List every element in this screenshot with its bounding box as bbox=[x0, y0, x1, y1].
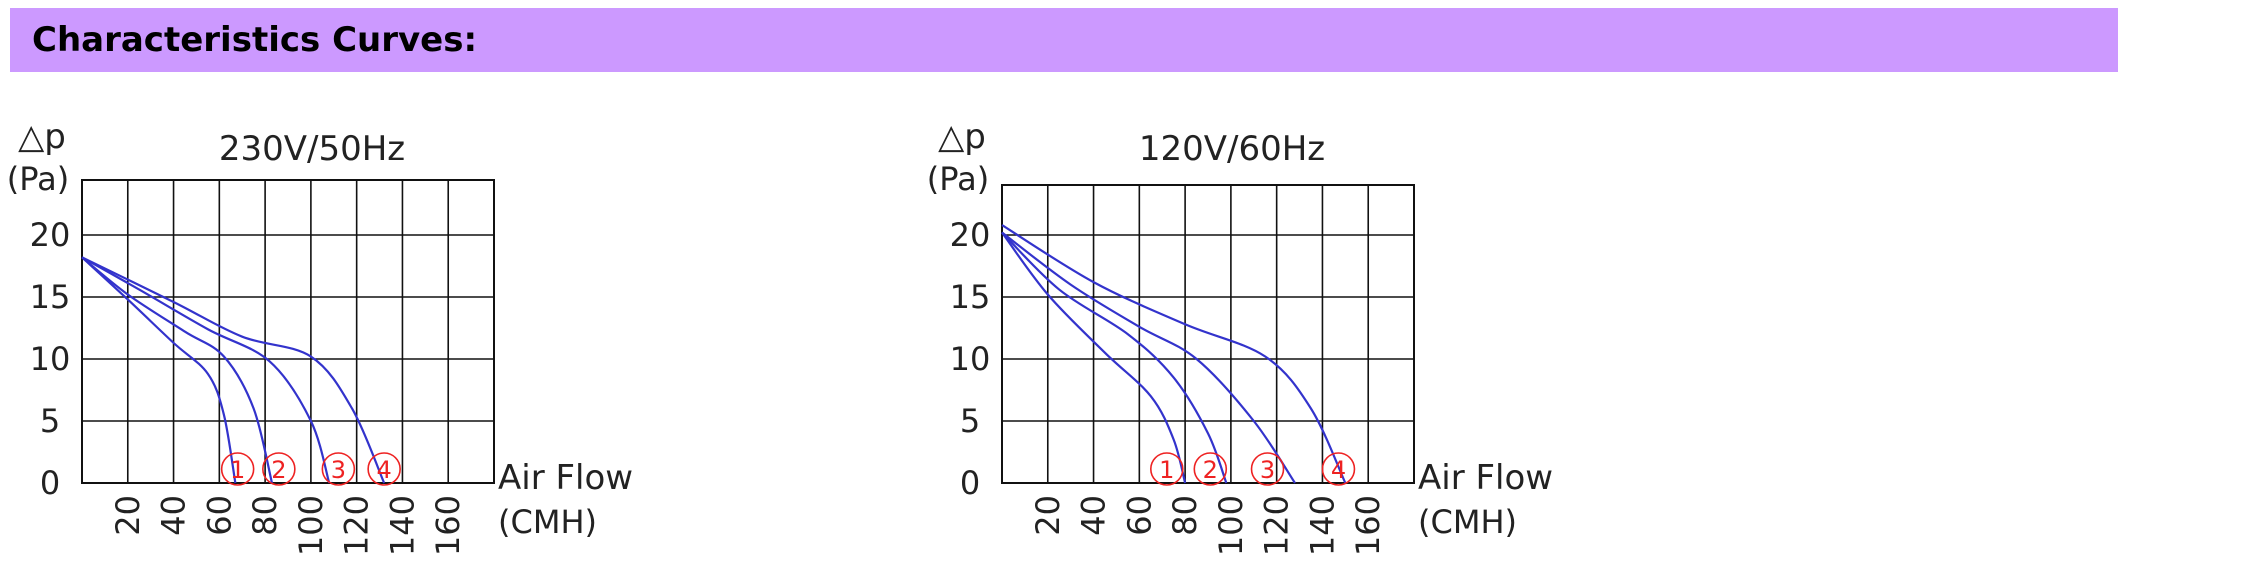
y-axis-unit: (Pa) bbox=[7, 160, 69, 198]
y-axis-symbol: △p bbox=[18, 117, 66, 157]
header-bar: Characteristics Curves: bbox=[10, 8, 2118, 72]
marker-circle-3 bbox=[1250, 452, 1285, 486]
x-tick-label: 80 bbox=[246, 495, 284, 536]
y-tick-label: 10 bbox=[30, 340, 71, 378]
x-axis-unit: (CMH) bbox=[498, 503, 597, 541]
marker-circle-4 bbox=[367, 452, 401, 486]
y-tick-label: 20 bbox=[950, 216, 991, 254]
curve-series-4 bbox=[81, 256, 386, 484]
marker-label-2: 2 bbox=[1203, 456, 1218, 484]
curve-series-4 bbox=[1001, 224, 1347, 484]
marker-circle-2 bbox=[1193, 452, 1228, 486]
y-tick-label: 5 bbox=[40, 402, 60, 440]
x-axis-label: Air Flow bbox=[1418, 458, 1553, 498]
marker-label-2: 2 bbox=[271, 456, 286, 484]
y-tick-label: 15 bbox=[30, 278, 71, 316]
x-tick-label: 160 bbox=[429, 495, 467, 556]
x-tick-label: 100 bbox=[292, 495, 330, 556]
y-tick-label: 0 bbox=[960, 464, 980, 502]
y-tick-label: 10 bbox=[950, 340, 991, 378]
x-tick-label: 60 bbox=[200, 495, 238, 536]
marker-circle-3 bbox=[321, 452, 356, 486]
x-tick-label: 40 bbox=[155, 495, 193, 536]
x-tick-label: 40 bbox=[1075, 495, 1113, 536]
y-tick-label: 20 bbox=[30, 216, 71, 254]
curve-series-3 bbox=[1001, 231, 1296, 484]
marker-label-4: 4 bbox=[1331, 456, 1346, 484]
y-tick-label: 5 bbox=[960, 402, 980, 440]
plot-frame bbox=[1001, 184, 1415, 484]
curve-series-1 bbox=[81, 256, 237, 484]
curve-series-2 bbox=[81, 256, 274, 484]
x-tick-label: 120 bbox=[338, 495, 376, 556]
marker-label-4: 4 bbox=[376, 456, 391, 484]
x-tick-label: 20 bbox=[109, 495, 147, 536]
y-axis-unit: (Pa) bbox=[927, 160, 989, 198]
curve-series-3 bbox=[81, 256, 331, 484]
y-axis-symbol: △p bbox=[938, 117, 986, 157]
marker-circle-1 bbox=[1150, 452, 1184, 486]
chart-title: 230V/50Hz bbox=[219, 129, 405, 169]
curve-series-1 bbox=[1001, 231, 1187, 484]
chart-title: 120V/60Hz bbox=[1139, 129, 1325, 169]
marker-label-3: 3 bbox=[331, 456, 346, 484]
x-tick-label: 80 bbox=[1166, 495, 1204, 536]
x-axis-unit: (CMH) bbox=[1418, 503, 1517, 541]
marker-circle-2 bbox=[262, 452, 296, 486]
x-tick-label: 60 bbox=[1120, 495, 1158, 536]
header-title: Characteristics Curves: bbox=[32, 20, 478, 60]
marker-label-1: 1 bbox=[1159, 456, 1174, 484]
x-tick-label: 120 bbox=[1258, 495, 1296, 556]
curve-series-2 bbox=[1001, 231, 1228, 484]
x-tick-label: 100 bbox=[1212, 495, 1250, 556]
x-axis-label: Air Flow bbox=[498, 458, 633, 498]
y-tick-label: 15 bbox=[950, 278, 991, 316]
x-tick-label: 140 bbox=[383, 495, 421, 556]
x-tick-label: 160 bbox=[1349, 495, 1387, 556]
y-tick-label: 0 bbox=[40, 464, 60, 502]
marker-circle-4 bbox=[1321, 452, 1356, 486]
x-tick-label: 20 bbox=[1029, 495, 1067, 536]
x-tick-label: 140 bbox=[1303, 495, 1341, 556]
plot-frame bbox=[81, 179, 495, 484]
marker-label-3: 3 bbox=[1260, 456, 1275, 484]
marker-label-1: 1 bbox=[230, 456, 245, 484]
marker-circle-1 bbox=[220, 452, 255, 486]
